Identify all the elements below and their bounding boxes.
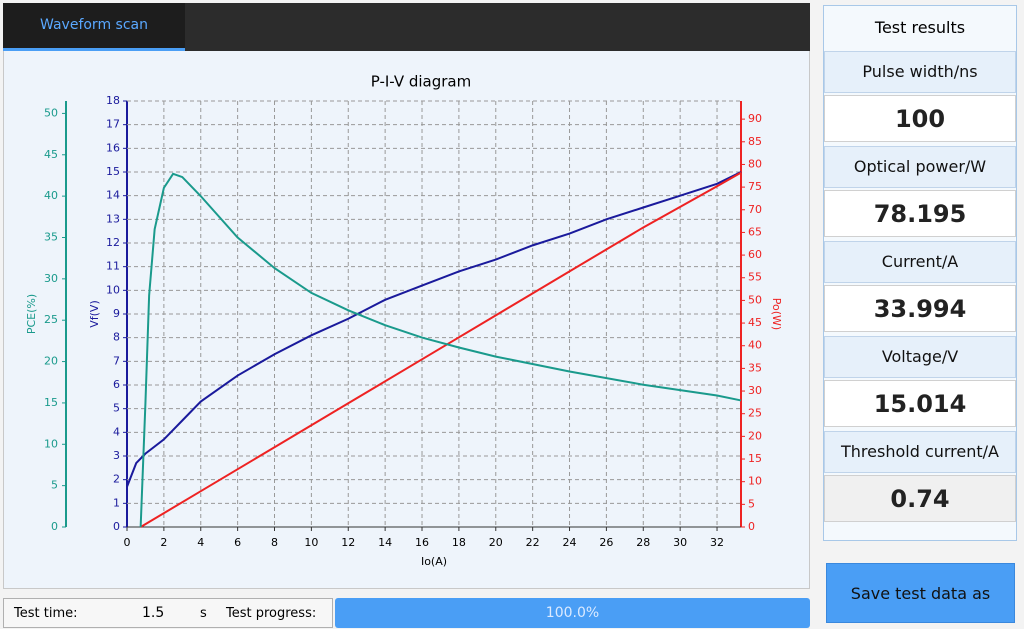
y2-tick-label: 15 <box>748 452 762 465</box>
x-tick-label: 0 <box>124 536 131 549</box>
y-tick-label: 7 <box>113 354 120 367</box>
y-tick-label: 9 <box>113 307 120 320</box>
y-tick-label: 2 <box>113 473 120 486</box>
y-tick-label: 1 <box>113 496 120 509</box>
y3-tick-label: 15 <box>44 396 58 409</box>
x-tick-label: 24 <box>563 536 577 549</box>
y3-tick-label: 10 <box>44 437 58 450</box>
save-button[interactable]: Save test data as <box>826 563 1015 623</box>
y-tick-label: 5 <box>113 402 120 415</box>
y-tick-label: 8 <box>113 331 120 344</box>
y2-tick-label: 60 <box>748 248 762 261</box>
line-po <box>140 171 742 528</box>
x-tick-label: 10 <box>304 536 318 549</box>
x-axis-title: Io(A) <box>421 555 447 568</box>
result-label: Pulse width/ns <box>824 51 1016 93</box>
y3-tick-label: 30 <box>44 272 58 285</box>
y3-tick-label: 45 <box>44 148 58 161</box>
x-tick-label: 22 <box>526 536 540 549</box>
y2-axis-title: Po(W) <box>770 298 783 330</box>
progress-label: Test progress: <box>226 606 317 621</box>
y2-tick-label: 80 <box>748 157 762 170</box>
result-label: Threshold current/A <box>824 431 1016 473</box>
line-pce <box>139 172 742 528</box>
x-tick-label: 14 <box>378 536 392 549</box>
y2-tick-label: 35 <box>748 361 762 374</box>
y-tick-label: 0 <box>113 520 120 533</box>
y-tick-label: 14 <box>106 189 120 202</box>
result-label: Optical power/W <box>824 146 1016 188</box>
result-label: Current/A <box>824 241 1016 283</box>
x-tick-label: 6 <box>234 536 241 549</box>
chart: P-I-V diagram Io(A) Vf(V) Po(W) PCE(%) 0… <box>25 73 783 569</box>
y2-tick-label: 65 <box>748 225 762 238</box>
y2-tick-label: 85 <box>748 135 762 148</box>
result-label: Voltage/V <box>824 336 1016 378</box>
y-axis-title: Vf(V) <box>88 300 101 328</box>
y2-tick-label: 45 <box>748 316 762 329</box>
y3-tick-label: 0 <box>51 520 58 533</box>
y2-tick-label: 25 <box>748 407 762 420</box>
y-tick-label: 3 <box>113 449 120 462</box>
y2-tick-label: 0 <box>748 520 755 533</box>
y2-tick-label: 10 <box>748 475 762 488</box>
x-tick-label: 2 <box>160 536 167 549</box>
y3-tick-label: 20 <box>44 355 58 368</box>
x-tick-label: 16 <box>415 536 429 549</box>
tab[interactable]: Waveform scan <box>3 3 185 51</box>
y2-tick-label: 75 <box>748 180 762 193</box>
x-tick-label: 26 <box>599 536 613 549</box>
y2-tick-label: 5 <box>748 497 755 510</box>
y-tick-label: 12 <box>106 236 120 249</box>
y2-tick-label: 20 <box>748 429 762 442</box>
chart-title: P-I-V diagram <box>371 73 472 91</box>
y-tick-label: 16 <box>106 141 120 154</box>
time-unit: s <box>200 606 207 621</box>
x-tick-label: 12 <box>341 536 355 549</box>
x-tick-label: 32 <box>710 536 724 549</box>
y3-axis-title: PCE(%) <box>25 294 38 334</box>
x-tick-label: 20 <box>489 536 503 549</box>
y2-tick-label: 40 <box>748 339 762 352</box>
y-tick-label: 15 <box>106 165 120 178</box>
result-value: 100 <box>824 95 1016 142</box>
y2-tick-label: 50 <box>748 293 762 306</box>
y3-tick-label: 5 <box>51 479 58 492</box>
y-tick-label: 6 <box>113 378 120 391</box>
y-tick-label: 11 <box>106 260 120 273</box>
y-tick-label: 17 <box>106 118 120 131</box>
y-tick-label: 18 <box>106 94 120 107</box>
x-tick-label: 28 <box>636 536 650 549</box>
x-tick-label: 8 <box>271 536 278 549</box>
x-tick-label: 18 <box>452 536 466 549</box>
y3-tick-label: 40 <box>44 189 58 202</box>
y-tick-label: 10 <box>106 283 120 296</box>
y2-tick-label: 55 <box>748 271 762 284</box>
y-tick-label: 13 <box>106 212 120 225</box>
y2-tick-label: 70 <box>748 203 762 216</box>
result-value: 15.014 <box>824 380 1016 427</box>
result-value: 33.994 <box>824 285 1016 332</box>
y3-tick-label: 35 <box>44 230 58 243</box>
y2-tick-label: 30 <box>748 384 762 397</box>
y3-tick-label: 50 <box>44 106 58 119</box>
result-value: 0.74 <box>824 475 1016 522</box>
progress-bar: 100.0% <box>335 598 810 628</box>
time-value: 1.5 <box>142 605 165 621</box>
x-tick-label: 30 <box>673 536 687 549</box>
y2-tick-label: 90 <box>748 112 762 125</box>
results-title: Test results <box>874 18 966 37</box>
time-label: Test time: <box>14 606 78 621</box>
result-value: 78.195 <box>824 190 1016 237</box>
results-panel: Test results Pulse width/ns 100 Optical po… <box>823 5 1017 541</box>
status-bar: Test time: 1.5 s Test progress: <box>3 598 333 628</box>
y3-tick-label: 25 <box>44 313 58 326</box>
x-tick-label: 4 <box>197 536 204 549</box>
y-tick-label: 4 <box>113 425 120 438</box>
line-vf <box>126 171 742 488</box>
